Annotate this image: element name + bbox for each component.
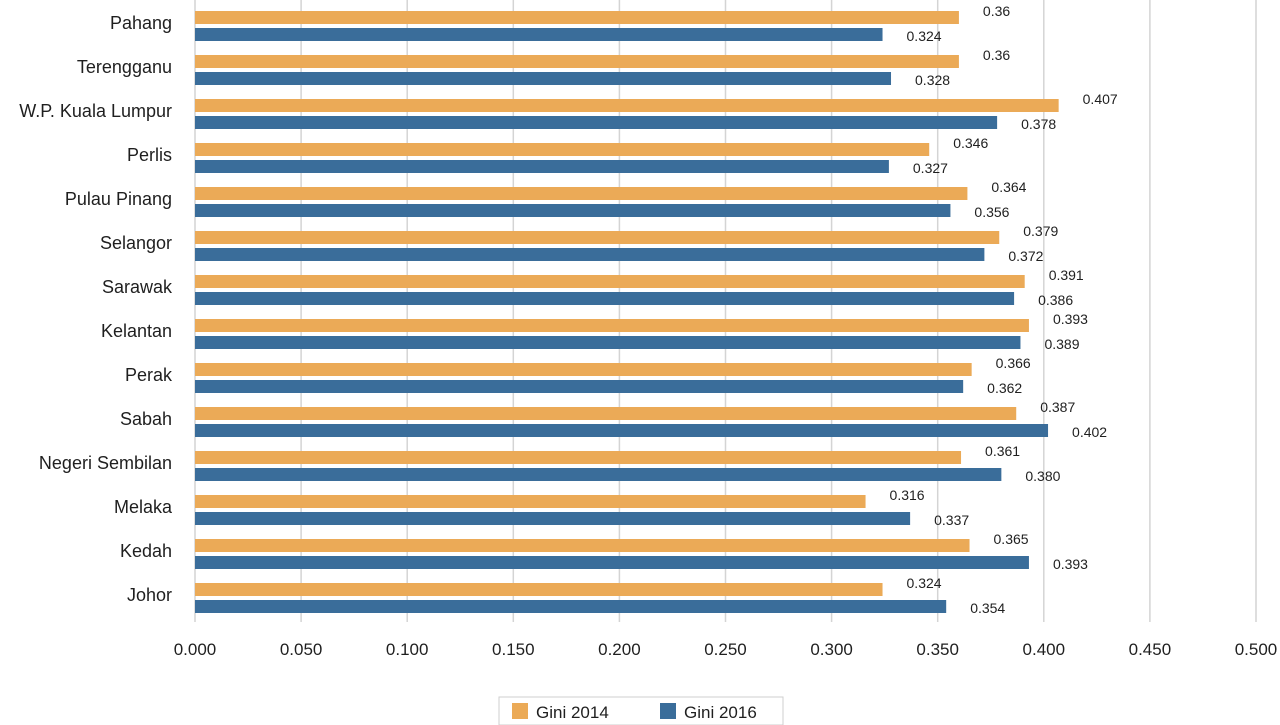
data-label-gini-2014-pahang: 0.36 — [983, 3, 1010, 19]
legend-swatch-gini-2016 — [660, 703, 676, 719]
bar-gini-2014-kelantan — [195, 319, 1029, 332]
bar-gini-2014-sabah — [195, 407, 1017, 420]
data-label-gini-2014-perak: 0.366 — [996, 355, 1031, 371]
data-label-gini-2014-perlis: 0.346 — [953, 135, 988, 151]
data-label-gini-2014-kedah: 0.365 — [994, 531, 1029, 547]
category-label-terengganu: Terengganu — [77, 57, 172, 77]
bar-gini-2016-sabah — [195, 424, 1049, 437]
data-label-gini-2016-kelantan: 0.389 — [1044, 336, 1079, 352]
bar-gini-2014-selangor — [195, 231, 1000, 244]
bar-gini-2016-perak — [195, 380, 964, 393]
category-label-pahang: Pahang — [110, 13, 172, 33]
data-label-gini-2016-melaka: 0.337 — [934, 512, 969, 528]
x-tick-label: 0.050 — [280, 640, 323, 659]
x-tick-label: 0.200 — [598, 640, 641, 659]
bar-gini-2014-pahang — [195, 11, 959, 24]
data-label-gini-2016-pahang: 0.324 — [907, 28, 942, 44]
category-label-perak: Perak — [125, 365, 173, 385]
bar-gini-2014-terengganu — [195, 55, 959, 68]
category-label-selangor: Selangor — [100, 233, 172, 253]
legend: Gini 2014 Gini 2016 — [498, 696, 784, 725]
category-label-johor: Johor — [127, 585, 172, 605]
data-label-gini-2016-terengganu: 0.328 — [915, 72, 950, 88]
x-tick-labels: 0.000 0.050 0.100 0.150 0.200 0.250 0.300 0.350… — [174, 640, 1278, 659]
legend-swatch-gini-2014 — [512, 703, 528, 719]
bar-gini-2014-negeri-sembilan — [195, 451, 962, 464]
bar-gini-2014-w-p-kuala-lumpur — [195, 99, 1059, 112]
legend-label-gini-2014: Gini 2014 — [536, 703, 609, 722]
data-label-gini-2016-negeri-sembilan: 0.380 — [1025, 468, 1060, 484]
category-label-w-p-kuala-lumpur: W.P. Kuala Lumpur — [19, 101, 172, 121]
bar-gini-2016-johor — [195, 600, 947, 613]
bar-gini-2016-perlis — [195, 160, 889, 173]
category-label-pulau-pinang: Pulau Pinang — [65, 189, 172, 209]
category-label-sarawak: Sarawak — [102, 277, 173, 297]
x-tick-label: 0.500 — [1235, 640, 1278, 659]
bar-gini-2014-kedah — [195, 539, 970, 552]
bar-gini-2016-pulau-pinang — [195, 204, 951, 217]
data-label-gini-2014-sabah: 0.387 — [1040, 399, 1075, 415]
data-label-gini-2016-pulau-pinang: 0.356 — [974, 204, 1009, 220]
bar-gini-2016-selangor — [195, 248, 985, 261]
x-tick-label: 0.450 — [1129, 640, 1172, 659]
data-label-gini-2016-perlis: 0.327 — [913, 160, 948, 176]
data-label-gini-2014-kelantan: 0.393 — [1053, 311, 1088, 327]
x-tick-label: 0.000 — [174, 640, 217, 659]
data-label-gini-2016-kedah: 0.393 — [1053, 556, 1088, 572]
data-labels: 0.36 0.324 0.36 0.328 0.407 0.378 0.346 0.327 0.… — [890, 3, 1118, 616]
bar-gini-2014-perlis — [195, 143, 930, 156]
bar-gini-2016-pahang — [195, 28, 883, 41]
x-tick-label: 0.300 — [810, 640, 853, 659]
x-tick-label: 0.100 — [386, 640, 429, 659]
data-label-gini-2016-selangor: 0.372 — [1008, 248, 1043, 264]
data-label-gini-2016-w-p-kuala-lumpur: 0.378 — [1021, 116, 1056, 132]
data-label-gini-2014-negeri-sembilan: 0.361 — [985, 443, 1020, 459]
x-tick-label: 0.250 — [704, 640, 747, 659]
bar-gini-2016-terengganu — [195, 72, 892, 85]
data-label-gini-2014-johor: 0.324 — [907, 575, 942, 591]
category-label-sabah: Sabah — [120, 409, 172, 429]
data-label-gini-2016-perak: 0.362 — [987, 380, 1022, 396]
bar-gini-2014-pulau-pinang — [195, 187, 968, 200]
x-tick-label: 0.350 — [916, 640, 959, 659]
data-label-gini-2014-melaka: 0.316 — [890, 487, 925, 503]
legend-label-gini-2016: Gini 2016 — [684, 703, 757, 722]
category-label-melaka: Melaka — [114, 497, 173, 517]
legend-box — [498, 696, 784, 725]
bar-gini-2014-sarawak — [195, 275, 1025, 288]
category-labels: Pahang Terengganu W.P. Kuala Lumpur Perlis P… — [19, 13, 173, 605]
bar-gini-2014-perak — [195, 363, 972, 376]
bar-gini-2016-kedah — [195, 556, 1029, 569]
x-tick-label: 0.400 — [1023, 640, 1066, 659]
bar-gini-2014-johor — [195, 583, 883, 596]
data-label-gini-2014-terengganu: 0.36 — [983, 47, 1010, 63]
data-label-gini-2014-selangor: 0.379 — [1023, 223, 1058, 239]
data-label-gini-2014-w-p-kuala-lumpur: 0.407 — [1083, 91, 1118, 107]
category-label-kedah: Kedah — [120, 541, 172, 561]
category-label-perlis: Perlis — [127, 145, 172, 165]
x-tick-label: 0.150 — [492, 640, 535, 659]
bar-gini-2016-negeri-sembilan — [195, 468, 1002, 481]
bar-gini-2016-kelantan — [195, 336, 1021, 349]
bar-gini-2016-sarawak — [195, 292, 1015, 305]
bar-gini-2016-w-p-kuala-lumpur — [195, 116, 998, 129]
data-label-gini-2016-sabah: 0.402 — [1072, 424, 1107, 440]
data-label-gini-2016-johor: 0.354 — [970, 600, 1005, 616]
bar-gini-2014-melaka — [195, 495, 866, 508]
data-label-gini-2014-pulau-pinang: 0.364 — [991, 179, 1026, 195]
data-label-gini-2014-sarawak: 0.391 — [1049, 267, 1084, 283]
bar-gini-2016-melaka — [195, 512, 911, 525]
category-label-negeri-sembilan: Negeri Sembilan — [39, 453, 172, 473]
data-label-gini-2016-sarawak: 0.386 — [1038, 292, 1073, 308]
bars — [195, 11, 1059, 613]
category-label-kelantan: Kelantan — [101, 321, 172, 341]
